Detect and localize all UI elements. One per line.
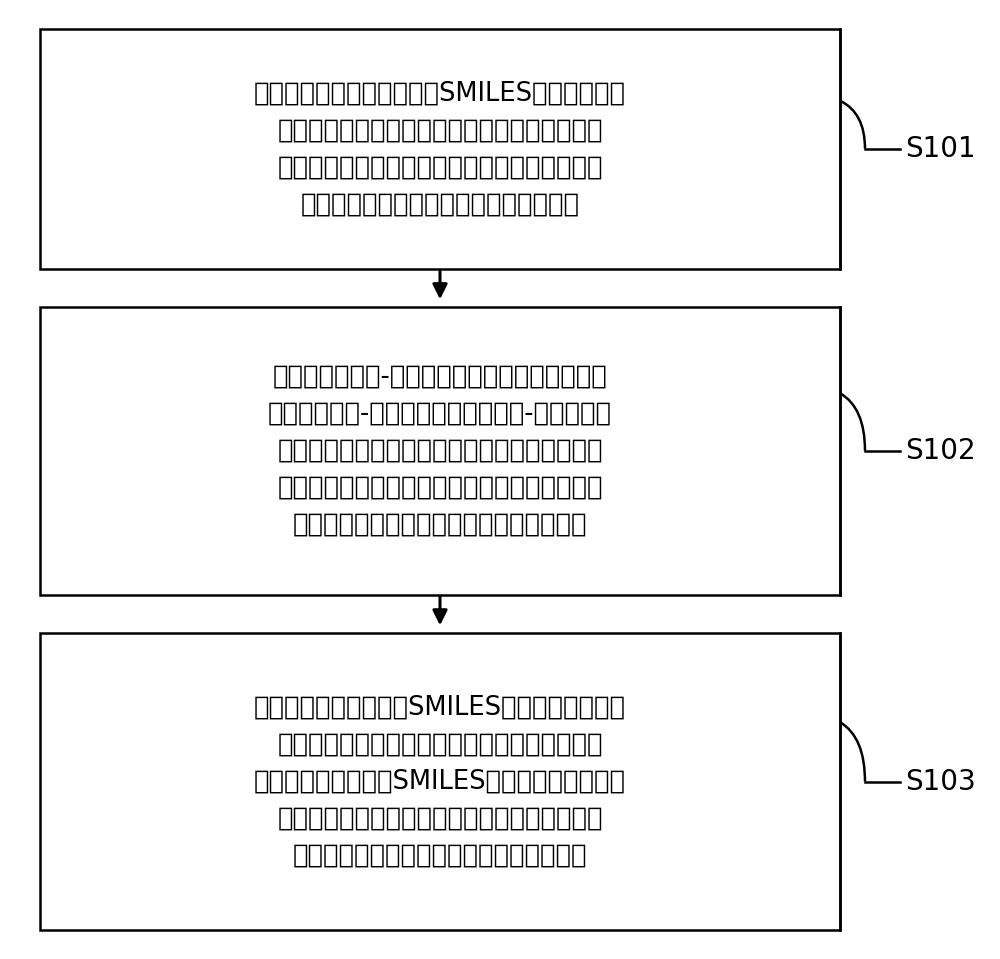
Text: S102: S102 [905,436,976,465]
Text: 获取有标签药物-靶标对的训练集，并根据所述训
练集中的药物-靶标对和表示所述药物-靶标对相互
作用信息的信息标签，结合所述预训练分子图模
型和所述预训练蛋白序列: 获取有标签药物-靶标对的训练集，并根据所述训 练集中的药物-靶标对和表示所述药物… [268,363,612,538]
Text: 获取待预测药物分子的SMILES序列数据与目标靶
标的蛋白序列数据，通过所述目标预测模型对所
述待预测药物分子的SMILES序列数据和所述目标
靶标的蛋白序列数: 获取待预测药物分子的SMILES序列数据与目标靶 标的蛋白序列数据，通过所述目标… [254,694,626,869]
Text: 根据基于无标签药物分子的SMILES序列数据建立
的第一预训练集预训练得到预训练分子图模型，
以及根据基于无标签蛋白序列数据建立的第二预
训练集训练得到预训练蛋: 根据基于无标签药物分子的SMILES序列数据建立 的第一预训练集预训练得到预训练… [254,81,626,217]
Bar [40,307,840,595]
Bar [40,633,840,930]
Text: S101: S101 [905,134,976,163]
Bar [40,29,840,269]
Text: S103: S103 [905,767,976,796]
